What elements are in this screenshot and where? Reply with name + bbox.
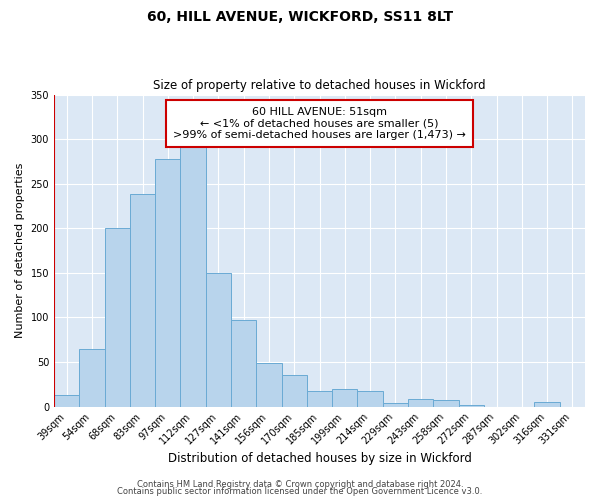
Bar — [155, 158, 181, 406]
Bar — [408, 400, 433, 406]
Bar — [332, 389, 358, 406]
Bar — [206, 273, 231, 406]
Text: 60, HILL AVENUE, WICKFORD, SS11 8LT: 60, HILL AVENUE, WICKFORD, SS11 8LT — [147, 10, 453, 24]
Bar — [458, 405, 484, 406]
Text: 60 HILL AVENUE: 51sqm
← <1% of detached houses are smaller (5)
>99% of semi-deta: 60 HILL AVENUE: 51sqm ← <1% of detached … — [173, 107, 466, 140]
Bar — [54, 395, 79, 406]
Y-axis label: Number of detached properties: Number of detached properties — [15, 163, 25, 338]
Bar — [256, 363, 281, 406]
Bar — [181, 147, 206, 406]
Bar — [433, 400, 458, 406]
Bar — [79, 348, 104, 406]
X-axis label: Distribution of detached houses by size in Wickford: Distribution of detached houses by size … — [167, 452, 472, 465]
Text: Contains public sector information licensed under the Open Government Licence v3: Contains public sector information licen… — [118, 488, 482, 496]
Bar — [535, 402, 560, 406]
Bar — [307, 390, 332, 406]
Bar — [383, 403, 408, 406]
Bar — [358, 390, 383, 406]
Bar — [281, 376, 307, 406]
Bar — [104, 228, 130, 406]
Bar — [231, 320, 256, 406]
Bar — [130, 194, 155, 406]
Text: Contains HM Land Registry data © Crown copyright and database right 2024.: Contains HM Land Registry data © Crown c… — [137, 480, 463, 489]
Title: Size of property relative to detached houses in Wickford: Size of property relative to detached ho… — [153, 79, 486, 92]
